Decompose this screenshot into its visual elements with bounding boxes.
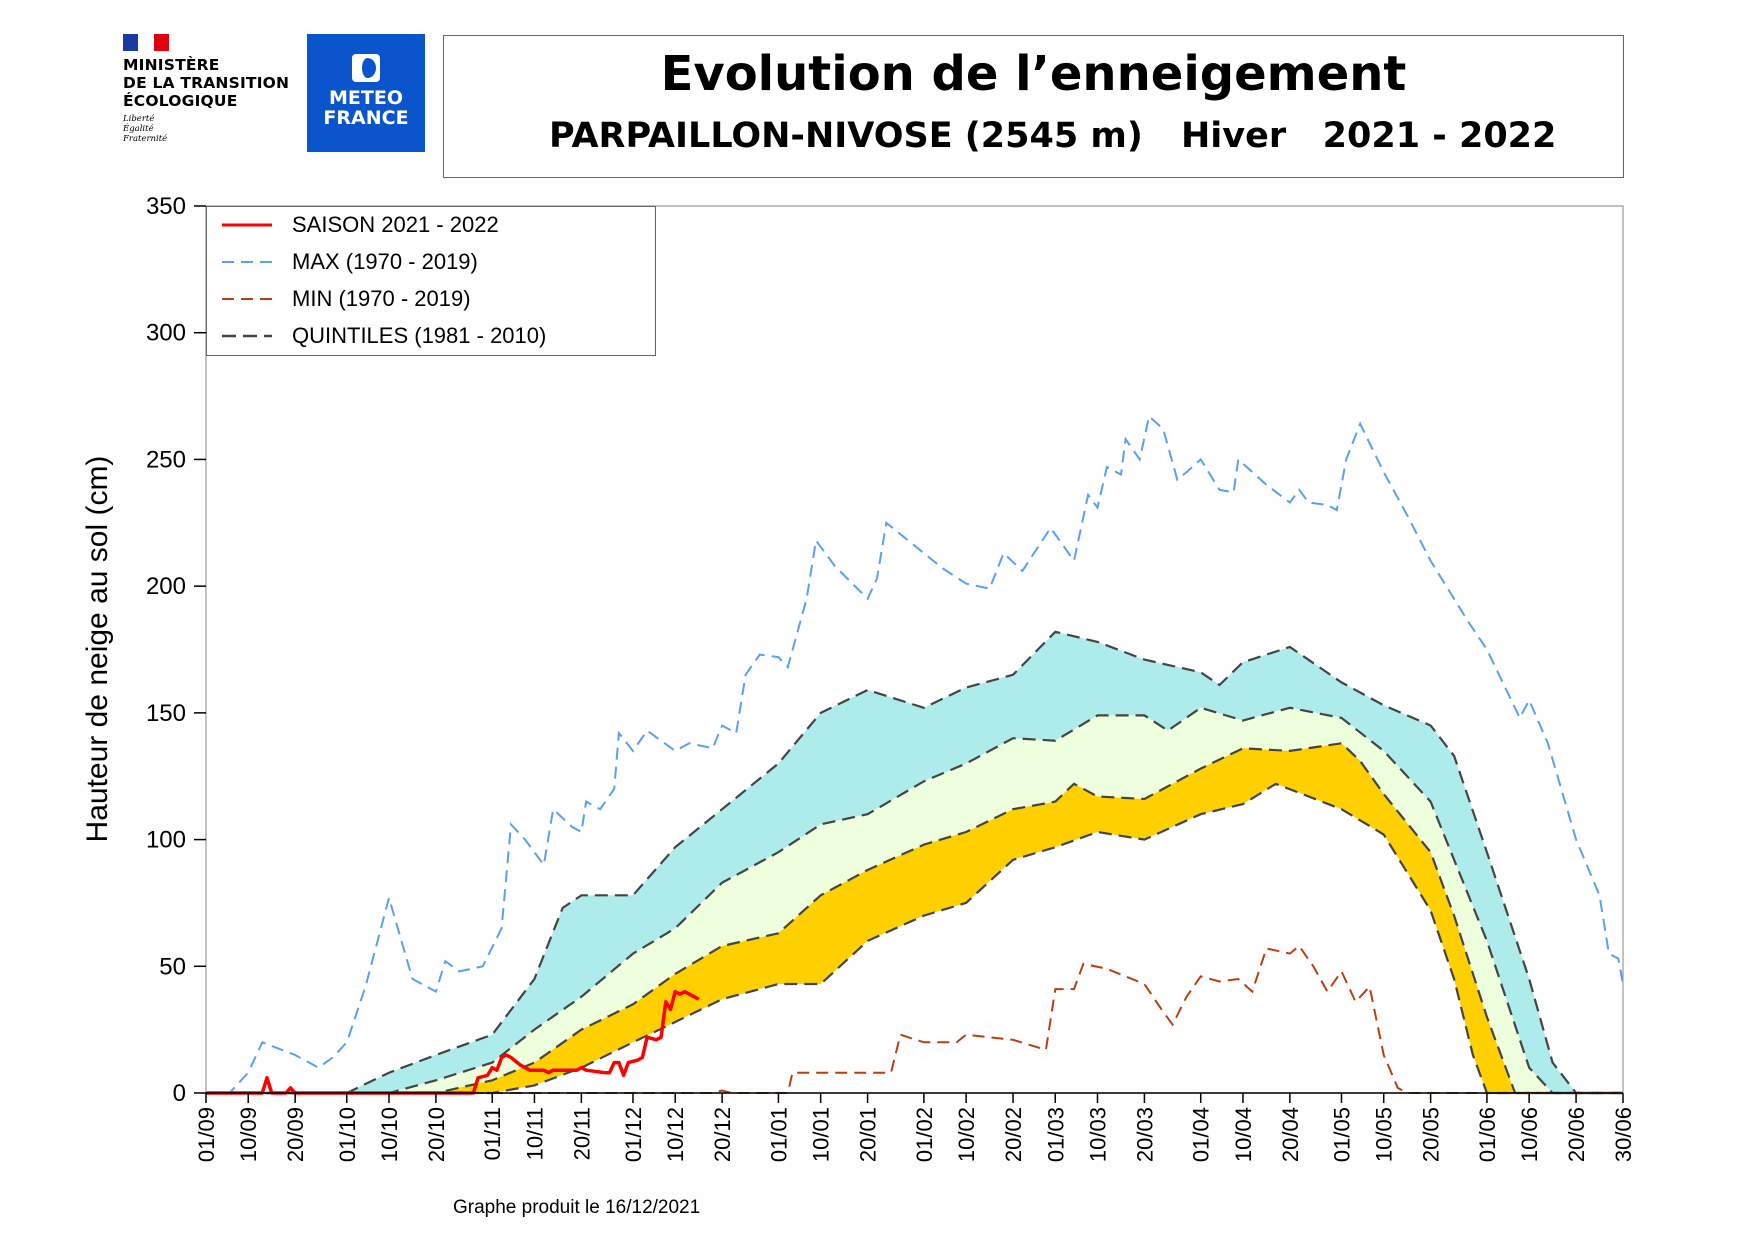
x-tick-label: 10/11 (522, 1107, 547, 1160)
legend-label: MAX (1970 - 2019) (292, 249, 478, 274)
x-tick-label: 01/04 (1189, 1107, 1214, 1162)
y-tick-label: 200 (146, 573, 186, 600)
quintile-line-q20 (206, 782, 1623, 1095)
band-q60-q80 (206, 631, 1623, 1093)
logo-text: METEO (329, 87, 403, 109)
motto-line: Liberté (123, 114, 155, 124)
x-tick-label: 01/10 (335, 1107, 360, 1162)
ministry-line: DE LA TRANSITION (123, 74, 290, 92)
logo-text: FRANCE (323, 107, 409, 129)
y-tick-label: 0 (173, 1080, 186, 1107)
meteo-france-logo: METEO FRANCE (307, 34, 425, 152)
legend-swatch-solid-red (222, 223, 272, 227)
y-tick-label: 350 (146, 193, 186, 220)
x-tick-label: 10/04 (1231, 1107, 1256, 1162)
legend-item-quintiles: QUINTILES (1981 - 2010) (222, 321, 546, 351)
x-tick-label: 10/06 (1517, 1107, 1542, 1162)
x-tick-label: 20/11 (569, 1107, 594, 1160)
y-axis-title: Hauteur de neige au sol (cm) (81, 455, 114, 843)
quintile-line-q40 (206, 742, 1623, 1095)
legend-item-min: MIN (1970 - 2019) (222, 284, 471, 314)
chart-title: Evolution de l’enneigement (660, 46, 1407, 102)
x-tick-label: 20/12 (710, 1107, 735, 1162)
x-tick-label: 10/09 (236, 1107, 261, 1162)
legend: SAISON 2021 - 2022 MAX (1970 - 2019) MIN… (206, 206, 656, 356)
y-tick-label: 50 (159, 953, 186, 980)
legend-swatch-dashed-gray (222, 334, 272, 338)
quintile-line-q80 (206, 630, 1623, 1095)
legend-swatch-dashed-blue (222, 261, 272, 263)
legend-swatch-dashed-brown (222, 298, 272, 300)
motto-line: Égalité (123, 124, 154, 134)
y-tick-label: 150 (146, 700, 186, 727)
y-tick-label: 100 (146, 827, 186, 854)
meteo-france-emblem-icon (352, 54, 380, 82)
title-box: Evolution de l’enneigement PARPAILLON-NI… (443, 35, 1624, 178)
x-tick-label: 01/02 (912, 1107, 937, 1162)
max-line (206, 414, 1624, 1094)
x-tick-label: 01/11 (480, 1107, 505, 1160)
legend-label: MIN (1970 - 2019) (292, 286, 471, 311)
season-label: Hiver 2021 - 2022 (1181, 116, 1557, 156)
french-flag-logo (123, 34, 169, 51)
x-tick-label: 30/06 (1611, 1107, 1636, 1162)
x-tick-label: 20/05 (1419, 1107, 1444, 1162)
x-tick-label: 01/03 (1043, 1107, 1068, 1162)
x-tick-label: 01/05 (1329, 1107, 1354, 1162)
x-tick-label: 10/05 (1372, 1107, 1397, 1162)
band-q20-q40 (206, 743, 1623, 1093)
legend-label: QUINTILES (1981 - 2010) (292, 323, 547, 348)
legend-item-max: MAX (1970 - 2019) (222, 247, 478, 277)
x-tick-label: 20/03 (1132, 1107, 1157, 1162)
legend-item-season: SAISON 2021 - 2022 (222, 210, 499, 240)
x-tick-label: 20/09 (283, 1107, 308, 1162)
ministry-line: MINISTÈRE (123, 56, 220, 74)
x-tick-label: 01/06 (1475, 1107, 1500, 1162)
x-tick-label: 20/01 (856, 1107, 881, 1162)
x-tick-label: 20/10 (424, 1107, 449, 1162)
x-tick-label: 10/10 (377, 1107, 402, 1162)
legend-label: SAISON 2021 - 2022 (292, 212, 499, 237)
x-tick-label: 10/02 (954, 1107, 979, 1162)
x-tick-label: 10/03 (1085, 1107, 1110, 1162)
x-tick-label: 20/06 (1564, 1107, 1589, 1162)
x-tick-label: 01/01 (766, 1107, 791, 1162)
ministry-motto: Liberté Égalité Fraternité (123, 114, 167, 144)
x-tick-label: 01/09 (194, 1107, 219, 1162)
ministry-line: ÉCOLOGIQUE (123, 92, 238, 110)
x-tick-label: 10/12 (663, 1107, 688, 1162)
x-tick-label: 20/02 (1001, 1107, 1026, 1162)
y-tick-label: 250 (146, 446, 186, 473)
x-tick-label: 10/01 (809, 1107, 834, 1162)
band-below-q20 (206, 783, 1623, 1093)
generated-date-note: Graphe produit le 16/12/2021 (453, 1197, 701, 1218)
ministry-logo-text: MINISTÈRE DE LA TRANSITION ÉCOLOGIQUE (123, 56, 289, 110)
quintile-line-q60 (206, 706, 1623, 1095)
x-tick-label: 20/04 (1278, 1107, 1303, 1162)
station-name: PARPAILLON-NIVOSE (2545 m) (549, 116, 1143, 156)
x-tick-label: 01/12 (621, 1107, 646, 1162)
motto-line: Fraternité (123, 134, 168, 144)
y-tick-label: 300 (146, 320, 186, 347)
